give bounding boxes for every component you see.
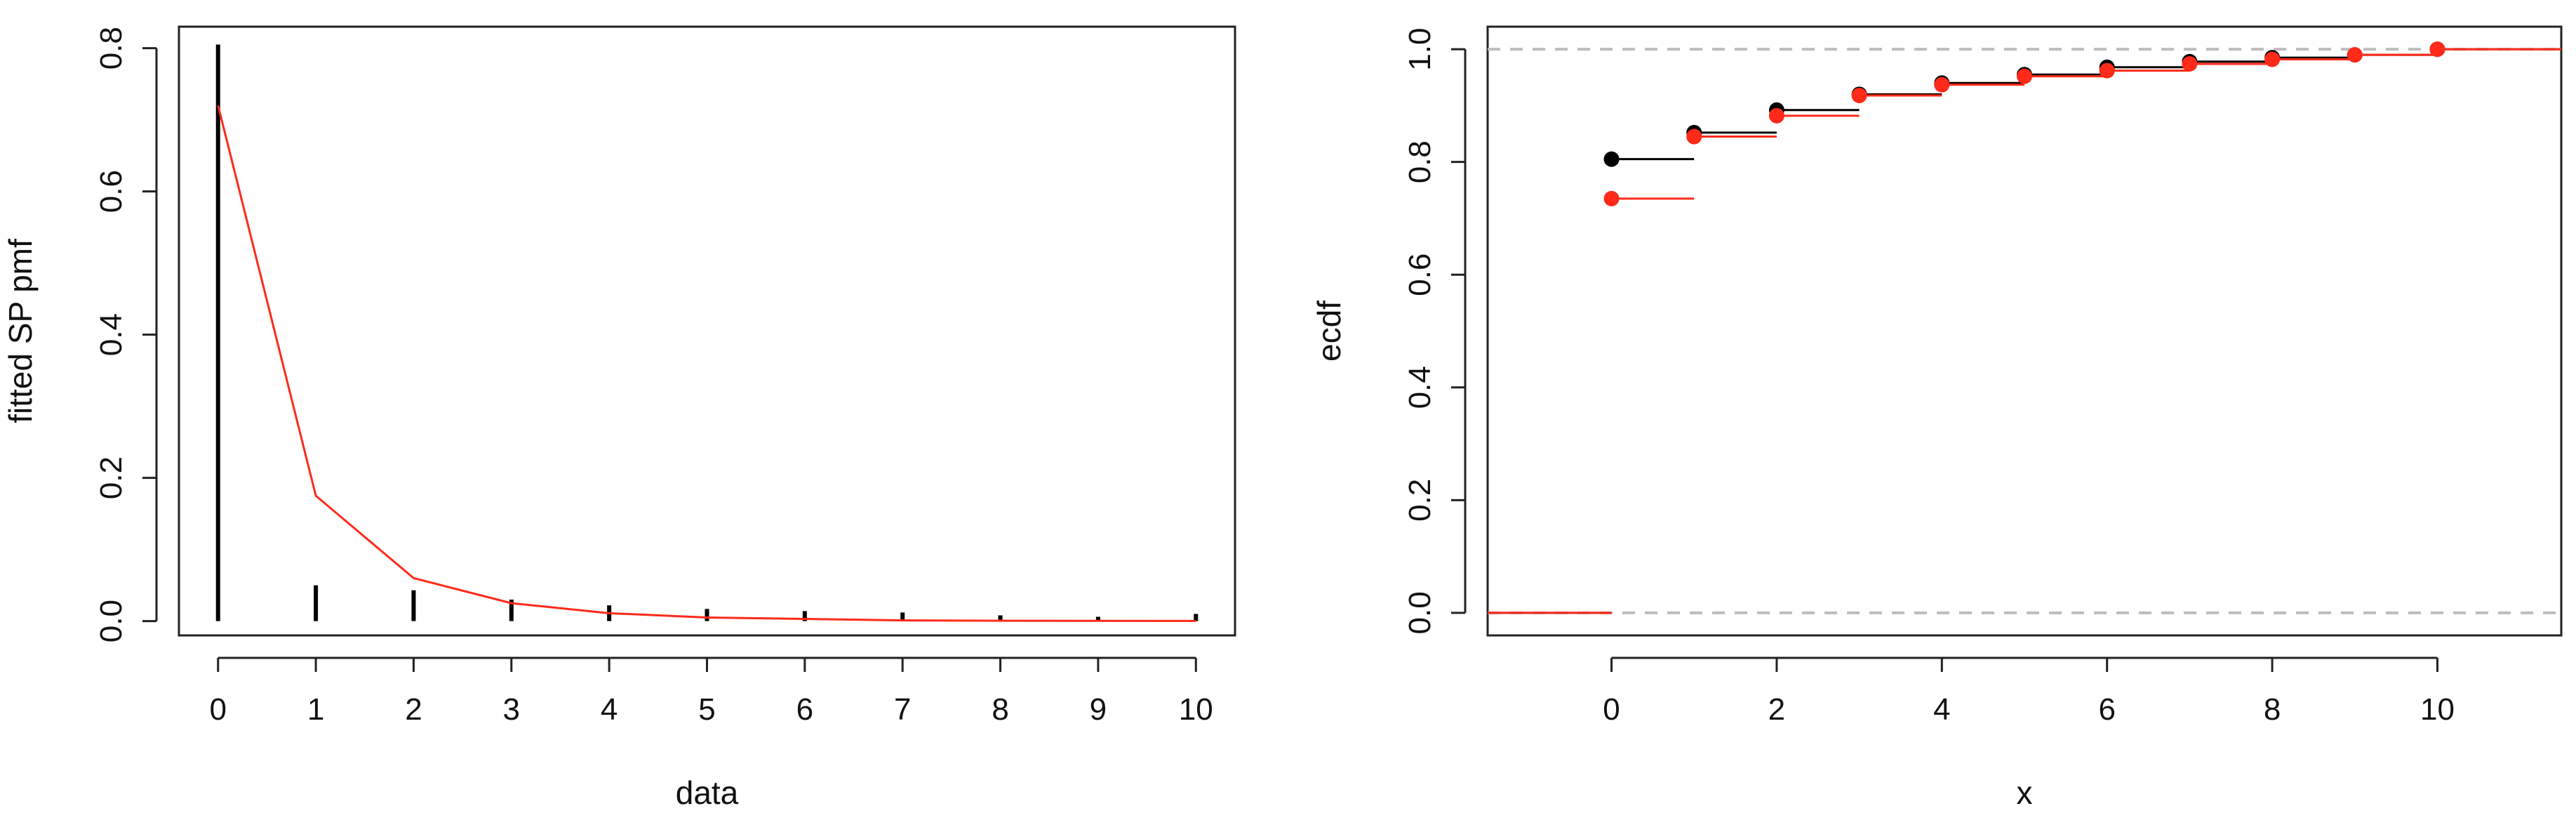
x-tick-label: 8 (2264, 692, 2281, 727)
x-axis-label: x (2017, 774, 2033, 811)
ecdf-point (1686, 128, 1702, 145)
y-tick-label: 0.0 (94, 600, 128, 642)
x-tick-label: 1 (307, 692, 324, 727)
x-tick-label: 0 (1603, 692, 1620, 727)
y-tick-label: 0.8 (94, 27, 128, 70)
y-tick-label: 0.6 (94, 170, 128, 213)
x-axis: 0 1 2 3 4 5 6 7 8 9 10 (209, 656, 1213, 727)
y-tick-label: 0.2 (94, 456, 128, 499)
ecdf-point (1603, 151, 1620, 167)
x-tick-label: 6 (796, 692, 813, 727)
ecdf-point (2182, 55, 2198, 72)
x-tick-label: 0 (209, 692, 226, 727)
x-axis: 0 2 4 6 8 10 (1603, 656, 2455, 727)
x-tick-label: 9 (1090, 692, 1107, 727)
y-axis: 0.0 0.2 0.4 0.6 0.8 1.0 (1403, 28, 1467, 634)
y-tick-label: 0.2 (1403, 479, 1437, 522)
x-tick-label: 4 (1933, 692, 1950, 727)
ecdf-point (1934, 77, 1950, 93)
ecdf-point (2017, 68, 2032, 84)
x-tick-label: 8 (992, 692, 1008, 727)
plot-marks (1488, 41, 2561, 614)
ecdf-point (2099, 62, 2115, 79)
plot-frame (178, 25, 1236, 637)
ecdf-point (1851, 87, 1867, 103)
y-tick-label: 1.0 (1403, 28, 1437, 71)
x-tick-label: 10 (2420, 692, 2455, 727)
x-axis-label: data (676, 774, 739, 811)
y-axis: 0.0 0.2 0.4 0.6 0.8 (94, 27, 158, 642)
ecdf-point (2347, 47, 2363, 63)
ecdf-point (2429, 41, 2445, 58)
ecdf-panel: 0 2 4 6 8 10 0.0 0.2 0.4 0.6 0.8 1.0 x ecdf (1311, 25, 2563, 811)
x-tick-label: 2 (1768, 692, 1785, 727)
x-tick-label: 6 (2098, 692, 2115, 727)
x-tick-label: 7 (894, 692, 911, 727)
y-tick-label: 0.0 (1403, 591, 1437, 634)
x-tick-label: 10 (1179, 692, 1213, 727)
x-tick-label: 5 (698, 692, 715, 727)
ecdf-point (2264, 51, 2281, 67)
plot-frame (1486, 25, 2563, 637)
fitted-line (217, 105, 1196, 622)
ecdf-point (1768, 107, 1784, 124)
ecdf-point (1603, 190, 1620, 206)
plot-marks (215, 44, 1199, 622)
y-axis-label: fitted SP pmf (2, 239, 39, 423)
y-axis-label: ecdf (1311, 301, 1347, 362)
y-tick-label: 0.6 (1403, 253, 1437, 296)
x-tick-label: 4 (601, 692, 618, 727)
x-tick-label: 3 (503, 692, 520, 727)
pmf-panel: 0 1 2 3 4 5 6 7 8 9 10 0.0 0.2 0.4 0.6 0.8 data fitted… (2, 25, 1236, 811)
y-tick-label: 0.4 (94, 313, 128, 356)
y-tick-label: 0.4 (1403, 366, 1437, 409)
y-tick-label: 0.8 (1403, 140, 1437, 183)
x-tick-label: 2 (405, 692, 422, 727)
